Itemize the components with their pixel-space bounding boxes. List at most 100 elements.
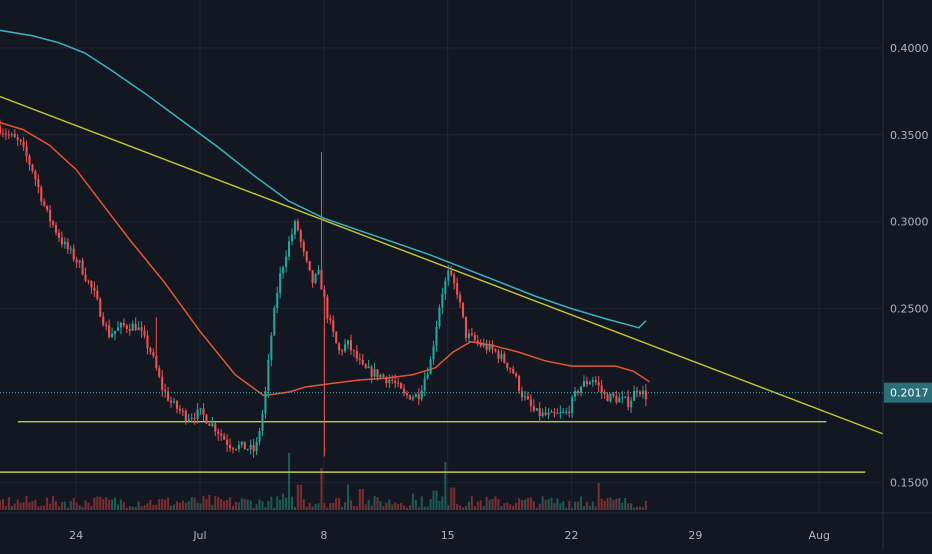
volume-bar (400, 503, 403, 510)
volume-bar (125, 507, 128, 510)
volume-bar (234, 501, 237, 510)
volume-bar (208, 495, 211, 510)
volume-bar (349, 500, 352, 510)
volume-bar (57, 506, 61, 510)
volume-bar (641, 507, 644, 510)
volume-bar (184, 502, 187, 510)
volume-bar (223, 500, 226, 510)
candle-body (290, 234, 294, 242)
candle-body (423, 378, 426, 391)
candle-body (479, 342, 482, 346)
candle-body (40, 187, 43, 202)
candle-body (600, 385, 603, 393)
candle-body (125, 325, 128, 329)
volume-bar (252, 507, 255, 510)
volume-bar (102, 499, 105, 510)
candle-body (364, 364, 367, 369)
volume-bar (181, 500, 184, 510)
volume-bar (332, 502, 335, 510)
x-tick-label: 24 (69, 529, 83, 542)
candle-body (170, 400, 173, 403)
candle-body (72, 248, 75, 260)
volume-bar (503, 503, 506, 510)
candle-body (644, 390, 647, 400)
candle-body (258, 430, 261, 442)
candle-body (397, 382, 400, 384)
volume-bar (467, 501, 470, 510)
candle-body (31, 164, 34, 172)
candle-body (470, 333, 473, 336)
candle-body (385, 376, 388, 383)
candle-body (361, 359, 364, 365)
candle-body (482, 343, 485, 346)
volume-bar (585, 501, 588, 510)
candle-body (630, 400, 633, 408)
volume-bar (43, 505, 46, 510)
volume-bar (326, 507, 329, 510)
volume-bar (376, 497, 379, 510)
volume-bar (547, 498, 550, 510)
volume-bar (211, 504, 214, 510)
volume-bar (630, 503, 633, 510)
candle-body (621, 397, 624, 399)
volume-bar (7, 497, 10, 510)
last-price-badge: 0.2017 (884, 382, 932, 403)
candle-body (84, 274, 87, 281)
candle-body (66, 241, 69, 250)
volume-bar (131, 506, 134, 510)
candle-body (627, 396, 630, 408)
volume-bar (19, 502, 22, 510)
volume-bar (394, 502, 397, 510)
candle-body (161, 376, 164, 390)
candle-body (547, 412, 550, 415)
candle-body (494, 349, 497, 352)
candle-body (237, 444, 240, 450)
candle-body (164, 389, 167, 392)
volume-bar (624, 498, 627, 510)
volume-bar (270, 496, 273, 510)
volume-bar (285, 497, 288, 510)
candle-body (282, 267, 285, 274)
candle-body (535, 408, 538, 411)
candle-body (243, 441, 246, 450)
volume-bar (582, 505, 585, 510)
candle-body (391, 380, 394, 382)
candle-body (140, 327, 143, 331)
price-axis[interactable]: 0.1500 0.2500 0.3000 0.3500 0.4000 (890, 42, 929, 490)
volume-bar (287, 453, 291, 510)
volume-bar (243, 498, 246, 510)
volume-bar (500, 505, 503, 510)
volume-bar (158, 499, 161, 510)
candle-body (52, 221, 55, 225)
volume-bar (255, 504, 258, 510)
candle-body (279, 273, 282, 293)
volume-bar (187, 501, 190, 510)
volume-bar (335, 498, 338, 510)
candle-body (264, 390, 267, 414)
candle-body (541, 412, 544, 417)
volume-bar (532, 501, 535, 510)
candle-body (417, 394, 420, 400)
volume-bar (75, 502, 78, 510)
candle-body (190, 417, 193, 420)
candle-body (512, 368, 515, 374)
trend-line[interactable] (0, 95, 884, 435)
volume-bar (506, 502, 509, 510)
volume-bar (456, 503, 459, 510)
candle-body (181, 410, 184, 412)
time-axis[interactable]: 24Jul8152229Aug6 (69, 529, 932, 542)
volume-bar (78, 505, 81, 510)
candle-body (75, 259, 78, 263)
volume-bar (568, 501, 571, 510)
volume-bar (22, 502, 25, 510)
candle-body (234, 449, 237, 451)
volume-bar (535, 507, 538, 510)
volume-bar (556, 498, 559, 510)
candle-body (276, 292, 279, 309)
candle-body (143, 330, 146, 336)
trend-lines[interactable] (0, 95, 884, 473)
candle-body (293, 221, 296, 235)
volume-bar (638, 506, 642, 510)
